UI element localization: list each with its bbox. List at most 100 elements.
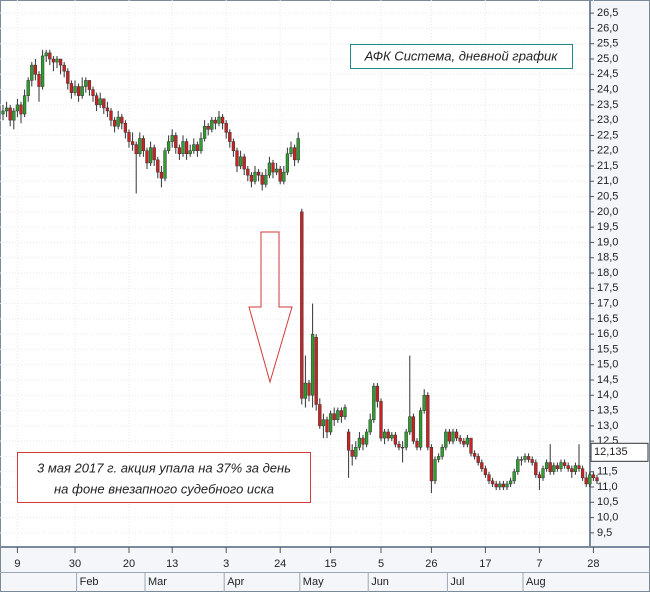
candle-body — [346, 431, 351, 451]
candle-body — [494, 483, 498, 488]
month-label: Apr — [227, 576, 244, 588]
y-tick-label: 24,0 — [597, 83, 618, 95]
candle-body — [433, 459, 437, 482]
candle-body — [30, 64, 34, 81]
candle-body — [109, 110, 113, 121]
candle-body — [512, 471, 516, 482]
y-tick-label: 26,0 — [597, 22, 618, 34]
candle-body — [58, 58, 63, 66]
candle-body — [105, 107, 110, 112]
candle-body — [382, 431, 387, 439]
candle-body — [26, 80, 30, 96]
y-tick-label: 14,5 — [597, 374, 618, 386]
candle-body — [364, 431, 369, 445]
candle-body — [303, 382, 308, 399]
candle-body — [418, 410, 423, 448]
candle-body — [44, 52, 48, 57]
candle-body — [408, 416, 412, 433]
y-tick-label: 9,5 — [597, 527, 612, 539]
candle-body — [454, 431, 459, 439]
candle-body — [584, 477, 588, 485]
y-tick-label: 16,0 — [597, 328, 618, 340]
candle-body — [325, 419, 329, 433]
candle-body — [217, 116, 221, 124]
candle-body — [202, 126, 207, 139]
candle-body — [573, 465, 578, 472]
y-tick-label: 11,5 — [597, 466, 618, 478]
y-tick-label: 26,5 — [597, 7, 618, 19]
annotation-box — [17, 452, 311, 503]
candle-body — [69, 83, 74, 93]
y-tick-label: 18,5 — [597, 252, 618, 264]
candle-body — [577, 465, 581, 469]
candle-body — [422, 395, 426, 411]
candle-body — [210, 119, 214, 130]
candle-body — [33, 64, 38, 75]
candle-body — [357, 437, 362, 448]
candle-body — [469, 437, 473, 454]
candle-body — [292, 147, 297, 161]
month-label: Mar — [148, 576, 167, 588]
candle-body — [120, 116, 124, 124]
candle-body — [343, 407, 347, 417]
y-tick-label: 11,0 — [597, 481, 618, 493]
candle-body — [498, 483, 502, 488]
candle-body — [264, 174, 268, 185]
candle-body — [134, 144, 138, 155]
candle-body — [321, 419, 326, 427]
x-tick-label: 17 — [479, 558, 491, 570]
candle-body — [444, 431, 448, 448]
candle-body — [138, 138, 142, 155]
candle-body — [541, 468, 545, 479]
candle-body — [12, 110, 16, 121]
candle-body — [170, 135, 174, 142]
candle-body — [508, 480, 513, 485]
x-tick-label: 24 — [274, 558, 286, 570]
candle-body — [8, 107, 12, 121]
y-tick-label: 10,0 — [597, 511, 618, 523]
y-tick-label: 13,5 — [597, 404, 618, 416]
candle-body — [472, 453, 477, 457]
candle-body — [530, 459, 534, 463]
x-tick-label: 7 — [536, 558, 542, 570]
y-tick-label: 15,5 — [597, 343, 618, 355]
candle-body — [163, 150, 167, 179]
candle-body — [451, 431, 455, 442]
candle-body — [559, 462, 563, 469]
candle-body — [562, 462, 567, 466]
candle-body — [206, 126, 210, 130]
candle-body — [534, 462, 538, 476]
candle-body — [80, 86, 84, 96]
candle-body — [174, 135, 178, 148]
candle-body — [188, 150, 192, 155]
candle-body — [152, 147, 156, 161]
y-tick-label: 13,0 — [597, 420, 618, 432]
candle-body — [19, 104, 23, 115]
candle-body — [465, 437, 470, 445]
y-tick-label: 20,5 — [597, 190, 618, 202]
annotation: на фоне внезапного судебного иска — [54, 481, 274, 496]
candle-body — [15, 104, 20, 112]
candle-body — [177, 147, 182, 155]
candle-body — [328, 413, 333, 433]
last-price-box — [590, 442, 649, 462]
candle-body — [4, 107, 9, 112]
candle-body — [516, 459, 520, 472]
y-tick-label: 21,0 — [597, 175, 618, 187]
candle-body — [339, 410, 344, 417]
y-tick-label: 19,0 — [597, 236, 618, 248]
x-tick-label: 15 — [324, 558, 336, 570]
candle-body — [238, 156, 243, 167]
candle-body — [231, 141, 236, 151]
y-tick-label: 18,0 — [597, 267, 618, 279]
candle-body — [483, 468, 488, 476]
candle-body — [271, 162, 275, 173]
candle-body — [544, 462, 549, 469]
month-label: Aug — [526, 576, 546, 588]
candle-body — [159, 171, 164, 179]
candle-body — [282, 171, 286, 182]
x-tick-label: 5 — [378, 558, 384, 570]
y-tick-label: 23,5 — [597, 99, 618, 111]
candle-body — [440, 447, 444, 457]
